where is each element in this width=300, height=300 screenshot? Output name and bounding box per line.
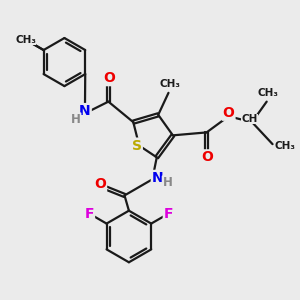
Text: CH₃: CH₃ (159, 79, 180, 89)
Text: CH₃: CH₃ (15, 35, 36, 45)
Text: O: O (201, 150, 213, 164)
Text: H: H (163, 176, 172, 189)
Text: N: N (152, 171, 164, 185)
Text: CH: CH (242, 114, 258, 124)
Text: O: O (94, 177, 106, 191)
Text: F: F (85, 207, 94, 220)
Text: N: N (79, 104, 91, 118)
Text: CH₃: CH₃ (258, 88, 279, 98)
Text: F: F (164, 207, 173, 220)
Text: CH₃: CH₃ (274, 141, 295, 151)
Text: O: O (223, 106, 235, 120)
Text: O: O (103, 71, 115, 85)
Text: H: H (70, 113, 80, 126)
Text: S: S (132, 139, 142, 153)
